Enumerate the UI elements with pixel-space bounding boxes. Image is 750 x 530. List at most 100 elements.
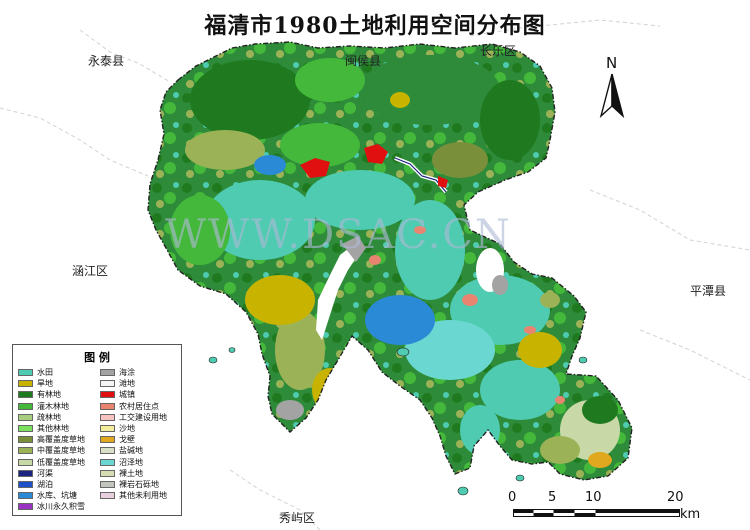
legend-label: 盐碱地 [119, 446, 143, 456]
legend-label: 水库、坑塘 [37, 491, 77, 501]
legend-column-left: 水田 旱地 有林地 灌木林地 疏林地其他林地 高覆盖度草地 中覆盖度草地 低覆盖度草地 河渠 湖泊… [18, 367, 100, 512]
legend-label: 滩地 [119, 379, 135, 389]
north-arrow-icon [599, 73, 625, 119]
legend-label: 灌木林地 [37, 401, 69, 411]
legend: 图 例 水田 旱地 有林地 灌木林地 疏林地其他林地 高覆盖度草地 中覆盖度草地 低覆盖度草地… [12, 344, 182, 516]
legend-label: 中覆盖度草地 [37, 446, 85, 456]
legend-swatch [18, 436, 33, 444]
neighbor-boundary-lines [0, 19, 750, 530]
legend-label: 海涂 [119, 368, 135, 378]
legend-item: 工交建设用地 [100, 412, 182, 423]
legend-item: 有林地 [18, 389, 100, 400]
legend-label: 沼泽地 [119, 457, 143, 467]
north-label: N [606, 54, 618, 72]
legend-label: 裸岩石砾地 [119, 479, 159, 489]
legend-label: 湖泊 [37, 479, 53, 489]
scale-tick-20: 20 [667, 490, 684, 505]
place-label-hanjiang: 涵江区 [72, 264, 109, 278]
legend-swatch [100, 380, 115, 388]
legend-item: 裸岩石砾地 [100, 479, 182, 490]
legend-item: 水田 [18, 367, 100, 378]
legend-swatch [100, 469, 115, 477]
legend-item: 冰川永久积雪 [18, 501, 100, 512]
legend-swatch [100, 492, 115, 500]
legend-title: 图 例 [84, 351, 110, 364]
land-use-patches [148, 42, 632, 480]
legend-item: 高覆盖度草地 [18, 434, 100, 445]
legend-label: 城镇 [119, 390, 135, 400]
legend-label: 工交建设用地 [119, 412, 167, 422]
legend-item: 湖泊 [18, 479, 100, 490]
legend-item: 裸土地 [100, 468, 182, 479]
legend-swatch [100, 436, 115, 444]
legend-item: 戈壁 [100, 434, 182, 445]
scale-unit: km [680, 507, 701, 522]
legend-item: 疏林地 [18, 412, 100, 423]
legend-item: 其他未利用地 [100, 490, 182, 501]
watermark: WWW.DSAC.CN [165, 212, 512, 258]
legend-label: 有林地 [37, 390, 61, 400]
legend-item: 低覆盖度草地 [18, 457, 100, 468]
legend-swatch [100, 391, 115, 399]
legend-column-right: 海涂 滩地 城镇 农村居住点 工交建设用地 沙地 戈壁 盐碱地 沼泽地 裸土地 裸岩石砾地 其他未利用… [100, 367, 182, 512]
legend-label: 冰川永久积雪 [37, 502, 85, 512]
legend-label: 河渠 [37, 468, 53, 478]
legend-swatch [100, 369, 115, 377]
legend-item: 盐碱地 [100, 445, 182, 456]
legend-swatch [100, 413, 115, 421]
legend-swatch [100, 480, 115, 488]
legend-item: 农村居住点 [100, 401, 182, 412]
legend-swatch [18, 469, 33, 477]
place-label-changle: 长乐区 [480, 44, 517, 58]
legend-label: 农村居住点 [119, 401, 159, 411]
legend-swatch [100, 402, 115, 410]
legend-swatch [18, 480, 33, 488]
legend-item: 其他林地 [18, 423, 100, 434]
map-title: 福清市1980土地利用空间分布图 [204, 13, 546, 39]
legend-swatch [18, 380, 33, 388]
legend-swatch [18, 447, 33, 455]
legend-item: 城镇 [100, 389, 182, 400]
legend-label: 水田 [37, 368, 53, 378]
legend-label: 沙地 [119, 424, 135, 434]
legend-swatch [100, 447, 115, 455]
legend-swatch [18, 425, 33, 433]
legend-item: 灌木林地 [18, 401, 100, 412]
legend-item: 旱地 [18, 378, 100, 389]
offshore-islands [208, 347, 588, 496]
legend-item: 沼泽地 [100, 457, 182, 468]
legend-item: 沙地 [100, 423, 182, 434]
legend-swatch [18, 492, 33, 500]
legend-label: 高覆盖度草地 [37, 435, 85, 445]
scale-tick-0: 0 [508, 490, 517, 505]
legend-swatch [18, 458, 33, 466]
legend-label: 戈壁 [119, 435, 135, 445]
legend-label: 旱地 [37, 379, 53, 389]
legend-swatch [18, 503, 33, 511]
scale-tick-5: 5 [548, 490, 557, 505]
place-label-pingtan: 平潭县 [690, 284, 727, 298]
legend-label: 其他林地 [37, 424, 69, 434]
place-label-yongtai: 永泰县 [88, 54, 125, 68]
place-label-xiuyu: 秀屿区 [279, 511, 316, 525]
legend-swatch [18, 402, 33, 410]
legend-swatch [100, 458, 115, 466]
legend-item: 水库、坑塘 [18, 490, 100, 501]
place-label-minhou: 闽侯县 [345, 54, 382, 68]
legend-swatch [100, 425, 115, 433]
legend-swatch [18, 391, 33, 399]
legend-label: 裸土地 [119, 468, 143, 478]
legend-label: 低覆盖度草地 [37, 457, 85, 467]
legend-item: 中覆盖度草地 [18, 445, 100, 456]
scale-bar: 0 5 10 20 km [505, 490, 745, 526]
scale-tick-10: 10 [585, 490, 602, 505]
legend-swatch [18, 369, 33, 377]
county-boundary [147, 41, 633, 481]
legend-label: 疏林地 [37, 412, 61, 422]
legend-item: 滩地 [100, 378, 182, 389]
legend-item: 海涂 [100, 367, 182, 378]
scale-bar-graphic [513, 509, 680, 517]
legend-swatch [18, 413, 33, 421]
